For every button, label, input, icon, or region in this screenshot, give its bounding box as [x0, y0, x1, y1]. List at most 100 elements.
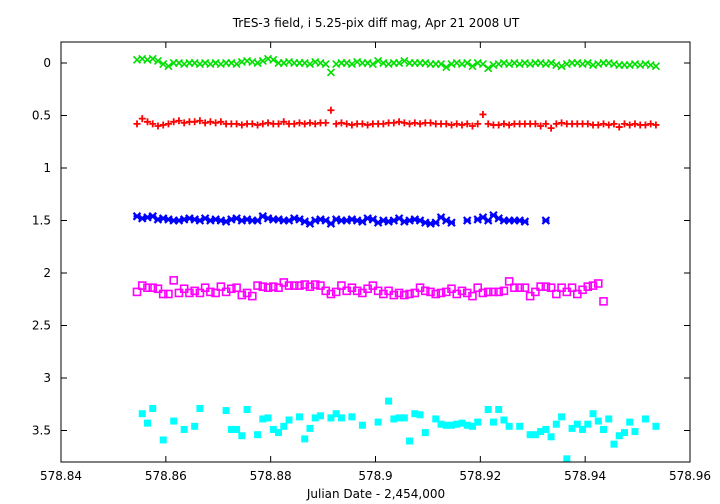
y-tick-label: 0.5 — [32, 109, 51, 123]
data-point — [284, 281, 294, 290]
data-point — [390, 119, 398, 127]
data-point — [143, 419, 151, 427]
data-point — [248, 120, 256, 128]
data-point — [442, 120, 450, 128]
data-point — [259, 415, 267, 423]
data-point — [515, 283, 524, 293]
data-point — [468, 291, 477, 301]
data-point — [175, 117, 183, 125]
data-point — [394, 288, 404, 298]
data-point — [463, 421, 471, 429]
data-point — [537, 122, 545, 130]
data-point — [233, 425, 241, 433]
data-point — [567, 283, 577, 293]
data-point — [573, 420, 581, 428]
data-point — [406, 120, 414, 128]
y-tick-label: 1.5 — [32, 214, 51, 228]
data-point — [447, 218, 456, 227]
data-point — [385, 397, 393, 405]
data-point — [500, 120, 508, 128]
data-point — [133, 120, 141, 128]
data-point — [253, 58, 262, 68]
data-point — [238, 121, 246, 129]
data-point — [484, 64, 493, 73]
x-axis-label: Julian Date - 2,454,000 — [306, 487, 445, 501]
data-point — [411, 410, 419, 418]
data-point — [222, 407, 230, 415]
data-point — [489, 287, 498, 297]
data-point — [191, 422, 199, 430]
data-point — [159, 121, 167, 129]
data-point — [620, 120, 628, 128]
data-point — [170, 417, 178, 425]
data-point — [191, 118, 199, 126]
data-point — [448, 121, 456, 129]
data-point — [390, 415, 398, 423]
data-point — [484, 406, 492, 413]
data-point — [442, 421, 450, 429]
data-point — [305, 282, 315, 291]
data-point — [626, 418, 634, 426]
data-point — [610, 120, 618, 128]
data-point — [337, 414, 345, 422]
data-point — [311, 120, 319, 128]
data-point — [547, 433, 555, 441]
data-point — [180, 425, 188, 433]
data-point — [484, 120, 492, 128]
data-point — [641, 121, 649, 129]
data-point — [473, 283, 483, 293]
data-point — [558, 413, 566, 421]
data-point — [264, 414, 272, 422]
data-point — [300, 280, 310, 289]
data-point — [421, 429, 429, 437]
data-point — [411, 119, 419, 127]
data-point — [453, 420, 461, 428]
data-point — [552, 289, 561, 299]
data-point — [232, 283, 241, 293]
data-point — [164, 62, 173, 71]
data-point — [400, 56, 409, 65]
data-point — [332, 410, 340, 418]
series-4 — [132, 276, 608, 306]
data-point — [258, 56, 267, 65]
data-point — [326, 289, 336, 299]
data-point — [600, 120, 608, 128]
data-point — [132, 287, 142, 297]
data-point — [327, 106, 335, 114]
data-point — [406, 437, 414, 445]
series-1 — [132, 54, 660, 77]
data-point — [563, 455, 571, 463]
data-point — [364, 121, 372, 129]
data-point — [190, 286, 199, 296]
data-point — [594, 121, 602, 129]
data-point — [547, 58, 556, 68]
data-point — [474, 120, 482, 128]
data-point — [510, 283, 519, 293]
data-point — [310, 280, 320, 289]
data-point — [436, 288, 446, 298]
data-point — [358, 120, 366, 128]
data-point — [374, 56, 383, 65]
data-point — [504, 277, 514, 286]
data-point — [615, 123, 623, 131]
data-point — [153, 284, 163, 294]
x-tick-label: 578.9 — [358, 469, 392, 483]
data-point — [546, 283, 556, 293]
data-point — [158, 289, 168, 299]
data-point — [263, 283, 273, 293]
data-point — [321, 59, 330, 69]
y-tick-label: 0 — [43, 56, 51, 70]
data-point — [254, 431, 262, 439]
data-point — [431, 289, 441, 299]
data-point — [295, 119, 303, 127]
data-point — [651, 62, 660, 71]
data-point — [248, 291, 257, 301]
data-point — [301, 120, 309, 128]
data-point — [400, 414, 408, 422]
data-point — [541, 282, 551, 291]
data-point — [568, 424, 576, 432]
data-point — [274, 283, 283, 293]
data-point — [395, 58, 404, 68]
data-point — [599, 297, 608, 306]
